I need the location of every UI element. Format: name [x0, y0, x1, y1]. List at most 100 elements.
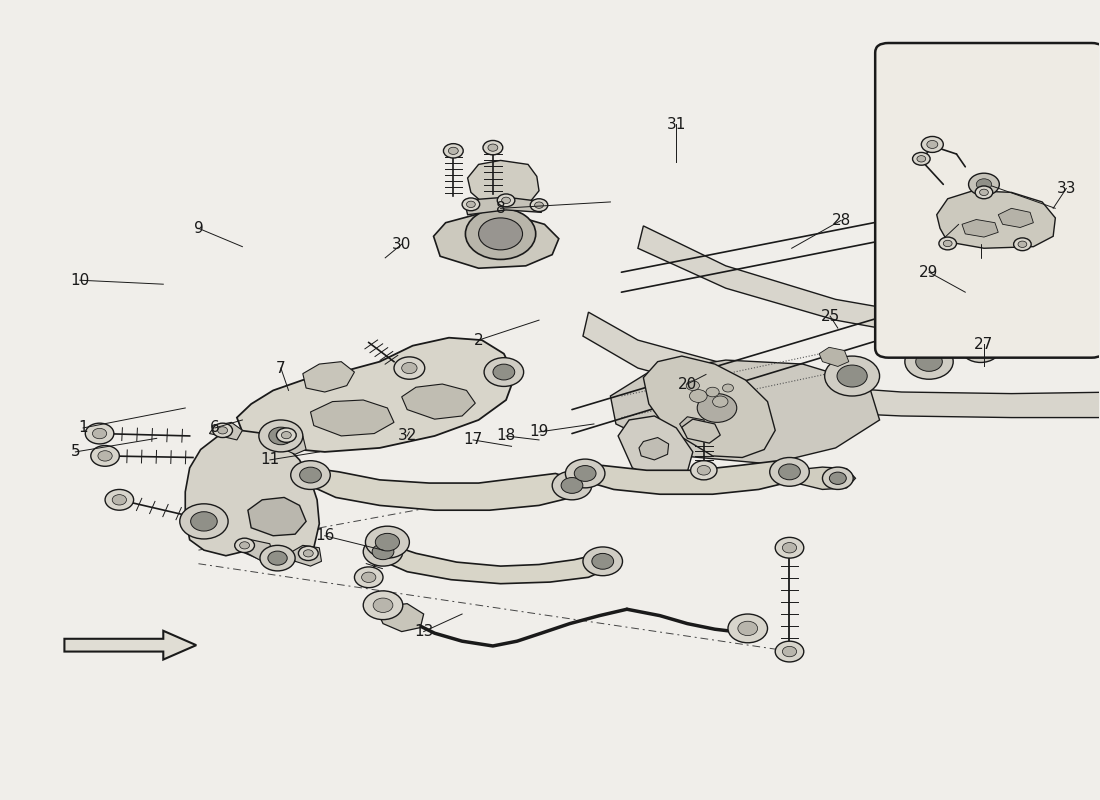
Polygon shape	[275, 432, 306, 454]
Polygon shape	[185, 430, 319, 564]
Polygon shape	[618, 416, 693, 480]
Circle shape	[394, 357, 425, 379]
Circle shape	[691, 461, 717, 480]
Circle shape	[304, 550, 313, 557]
Circle shape	[372, 544, 394, 560]
Text: 5: 5	[70, 445, 80, 459]
Circle shape	[770, 458, 810, 486]
Circle shape	[290, 461, 330, 490]
Circle shape	[268, 427, 293, 445]
Circle shape	[530, 198, 548, 211]
Circle shape	[690, 390, 707, 402]
Circle shape	[782, 542, 796, 553]
Polygon shape	[644, 356, 776, 458]
Circle shape	[905, 344, 954, 379]
Polygon shape	[583, 312, 1100, 418]
Circle shape	[969, 173, 999, 195]
Circle shape	[365, 526, 409, 558]
Polygon shape	[639, 438, 669, 460]
Text: 7: 7	[276, 361, 286, 375]
Text: 32: 32	[397, 429, 417, 443]
Circle shape	[697, 394, 737, 422]
Text: 17: 17	[463, 433, 483, 447]
Circle shape	[502, 197, 510, 203]
Polygon shape	[610, 360, 880, 464]
Polygon shape	[680, 417, 710, 438]
Circle shape	[466, 201, 475, 207]
Circle shape	[299, 467, 321, 483]
Text: 30: 30	[392, 237, 411, 252]
Circle shape	[782, 646, 796, 657]
Circle shape	[977, 178, 991, 190]
Circle shape	[927, 141, 938, 149]
Polygon shape	[464, 197, 544, 214]
Circle shape	[98, 450, 112, 461]
Circle shape	[363, 538, 403, 566]
Circle shape	[402, 362, 417, 374]
Circle shape	[282, 431, 292, 438]
Text: 6: 6	[210, 421, 220, 435]
Circle shape	[493, 364, 515, 380]
Circle shape	[535, 202, 543, 208]
Circle shape	[92, 428, 107, 438]
Polygon shape	[578, 461, 799, 494]
Polygon shape	[306, 468, 581, 510]
Circle shape	[738, 622, 758, 635]
Text: 1: 1	[78, 421, 88, 435]
Circle shape	[776, 641, 804, 662]
Text: 16: 16	[315, 528, 334, 543]
Circle shape	[240, 542, 250, 549]
Polygon shape	[889, 331, 920, 350]
Circle shape	[362, 572, 376, 582]
Polygon shape	[209, 422, 242, 440]
Circle shape	[298, 546, 318, 561]
Circle shape	[823, 467, 854, 490]
Polygon shape	[937, 190, 1055, 248]
Circle shape	[697, 466, 711, 475]
Polygon shape	[372, 544, 610, 584]
Circle shape	[583, 547, 623, 576]
Polygon shape	[378, 604, 424, 631]
Polygon shape	[302, 362, 354, 392]
Polygon shape	[468, 161, 539, 204]
Circle shape	[728, 614, 768, 642]
Circle shape	[837, 365, 867, 387]
Circle shape	[976, 186, 992, 198]
FancyBboxPatch shape	[876, 43, 1100, 358]
Circle shape	[779, 464, 801, 480]
Polygon shape	[248, 498, 306, 536]
Circle shape	[915, 352, 943, 371]
Text: 19: 19	[529, 425, 549, 439]
Circle shape	[723, 384, 734, 392]
Circle shape	[686, 381, 700, 390]
Circle shape	[478, 218, 522, 250]
Circle shape	[375, 534, 399, 551]
Text: 20: 20	[678, 377, 697, 391]
Circle shape	[190, 512, 217, 531]
Circle shape	[86, 423, 114, 444]
Circle shape	[829, 472, 846, 485]
Circle shape	[443, 144, 463, 158]
Circle shape	[363, 591, 403, 620]
Circle shape	[825, 356, 880, 396]
Text: 33: 33	[1057, 181, 1076, 196]
Text: 10: 10	[70, 273, 89, 288]
Circle shape	[574, 466, 596, 482]
Circle shape	[212, 423, 232, 438]
Circle shape	[944, 240, 953, 246]
Circle shape	[552, 471, 592, 500]
Circle shape	[484, 358, 524, 386]
Polygon shape	[820, 347, 849, 366]
Circle shape	[106, 490, 133, 510]
Circle shape	[706, 387, 719, 397]
Text: 18: 18	[496, 429, 516, 443]
Text: 28: 28	[832, 213, 850, 228]
Circle shape	[483, 141, 503, 155]
Text: 31: 31	[667, 117, 686, 132]
Circle shape	[592, 554, 614, 570]
Circle shape	[939, 237, 957, 250]
Circle shape	[465, 208, 536, 259]
Circle shape	[112, 494, 126, 505]
Text: 2: 2	[474, 333, 483, 348]
Circle shape	[276, 428, 296, 442]
